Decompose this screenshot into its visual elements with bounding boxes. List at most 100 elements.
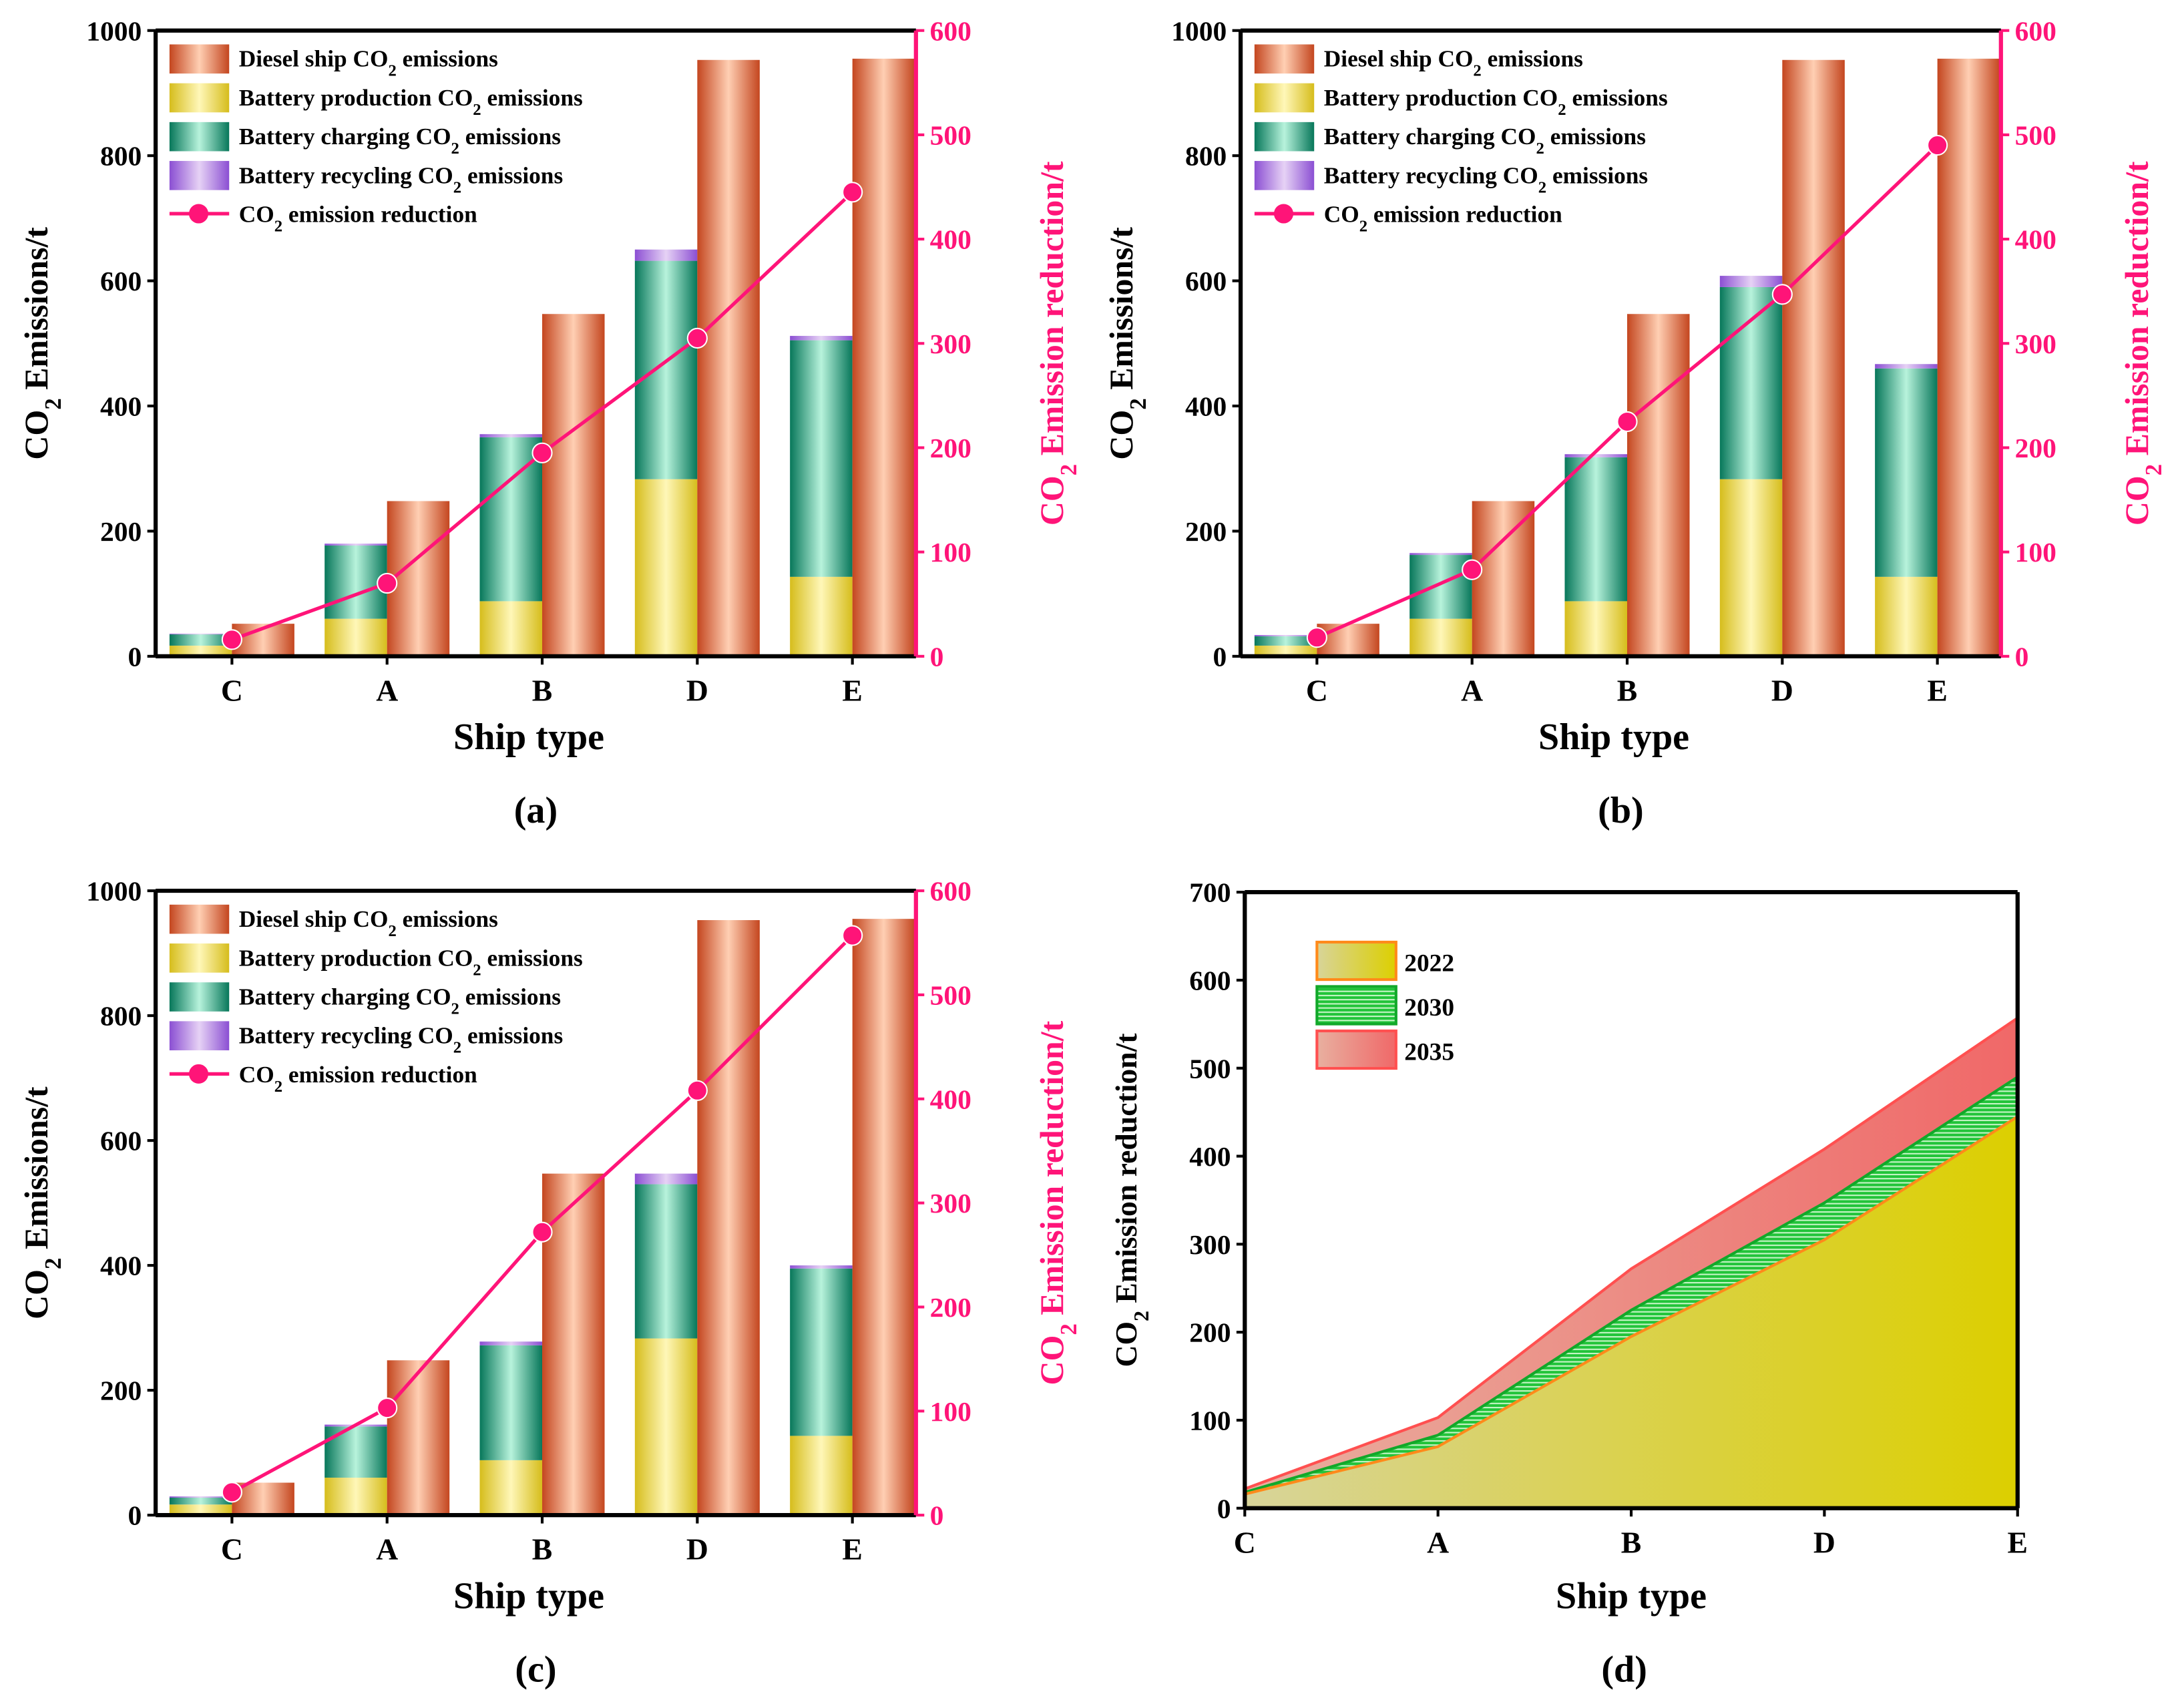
x-tick-label: C bbox=[1234, 1525, 1256, 1559]
x-tick-label: A bbox=[376, 1532, 398, 1566]
y-tick-label: 200 bbox=[1185, 516, 1227, 547]
battery-recycling-bar bbox=[324, 544, 387, 546]
diesel-bar bbox=[1472, 501, 1535, 656]
battery-production-bar bbox=[1254, 645, 1317, 656]
y2-tick-label: 300 bbox=[930, 1188, 971, 1219]
subscript: 2 bbox=[1536, 140, 1544, 158]
reduction-point bbox=[221, 629, 242, 650]
battery-charging-bar bbox=[324, 546, 387, 619]
subscript: 2 bbox=[388, 61, 396, 79]
reduction-point bbox=[1306, 627, 1327, 648]
legend-label: Diesel ship CO2 emissions bbox=[239, 906, 498, 940]
legend-marker bbox=[188, 204, 209, 224]
diesel-bar bbox=[697, 920, 760, 1516]
x-tick-label: E bbox=[842, 673, 862, 707]
battery-production-bar bbox=[479, 1460, 543, 1516]
subscript: 2 bbox=[473, 961, 481, 979]
reduction-point bbox=[531, 442, 553, 463]
y2-tick-label: 600 bbox=[930, 876, 971, 907]
reduction-point bbox=[842, 925, 863, 946]
y-tick-label: 600 bbox=[1185, 266, 1227, 296]
y2-tick-label: 200 bbox=[930, 433, 971, 463]
battery-production-bar bbox=[1719, 479, 1783, 656]
legend-label: Battery recycling CO2 emissions bbox=[239, 162, 563, 196]
x-tick-label: A bbox=[1427, 1525, 1449, 1559]
x-tick-label: E bbox=[2008, 1525, 2028, 1559]
subscript: 2 bbox=[388, 922, 396, 940]
battery-charging-bar bbox=[634, 260, 698, 479]
x-tick-label: B bbox=[532, 673, 552, 707]
reduction-point bbox=[531, 1221, 553, 1243]
y-tick-label: 0 bbox=[1213, 641, 1227, 672]
subscript: 2 bbox=[451, 1000, 459, 1018]
legend-swatch bbox=[1254, 44, 1315, 74]
legend-label: Diesel ship CO2 emissions bbox=[1324, 46, 1583, 80]
x-tick-label: B bbox=[532, 1532, 552, 1566]
battery-charging-bar bbox=[324, 1426, 387, 1478]
diesel-bar bbox=[697, 59, 760, 656]
subscript: 2 bbox=[453, 1038, 461, 1056]
battery-charging-bar bbox=[1875, 368, 1938, 577]
legend-label: CO2 emission reduction bbox=[1324, 201, 1562, 235]
reduction-point bbox=[377, 572, 398, 594]
x-tick-label: C bbox=[221, 1532, 243, 1566]
battery-production-bar bbox=[634, 1338, 698, 1516]
legend-swatch bbox=[1315, 985, 1397, 1026]
y-tick-label: 600 bbox=[1189, 965, 1231, 996]
x-axis-title: Ship type bbox=[1556, 1575, 1707, 1617]
x-tick-label: D bbox=[686, 1532, 708, 1566]
x-axis-title: Ship type bbox=[453, 1575, 604, 1617]
battery-recycling-bar bbox=[1719, 276, 1783, 287]
battery-charging-bar bbox=[1409, 555, 1472, 619]
y2-tick-label: 400 bbox=[2015, 224, 2056, 255]
battery-production-bar bbox=[169, 1504, 232, 1516]
y-tick-label: 800 bbox=[100, 141, 142, 172]
legend-swatch bbox=[169, 904, 230, 934]
reduction-point bbox=[1462, 559, 1483, 580]
y2-tick-label: 600 bbox=[2015, 15, 2056, 46]
y2-tick-label: 300 bbox=[2015, 329, 2056, 359]
reduction-point bbox=[686, 1080, 708, 1101]
legend-swatch bbox=[169, 982, 230, 1012]
battery-recycling-bar bbox=[1254, 635, 1317, 636]
subscript: 2 bbox=[2141, 464, 2167, 475]
chart-panel-d: 0 100 200 300 400 500 600 700 C A B D E Ship type CO2 … bbox=[1109, 877, 2028, 1691]
legend-label: Battery production CO2 emissions bbox=[1324, 85, 1668, 118]
chart-panel-b: C A B D E 0 200 400 600 800 1000 0 100 200 300 400 500 60… bbox=[1103, 15, 2167, 831]
subscript: 2 bbox=[451, 140, 459, 158]
x-tick-label: A bbox=[376, 673, 398, 707]
y-tick-label: 500 bbox=[1189, 1053, 1231, 1084]
chart-panel-a: C A B D E 0 200 400 600 800 1000 0 100 200 300 400 500 60… bbox=[18, 15, 1082, 831]
legend-label: 2030 bbox=[1404, 994, 1454, 1022]
y2-tick-label: 500 bbox=[930, 120, 971, 150]
legend-swatch bbox=[1315, 940, 1397, 982]
y2-tick-label: 500 bbox=[2015, 120, 2056, 150]
legend-label: 2035 bbox=[1404, 1039, 1454, 1066]
y-axis-title: CO2 Emission reduction/t bbox=[1109, 1033, 1153, 1367]
y-tick-label: 800 bbox=[100, 1001, 142, 1032]
legend-label: Battery charging CO2 emissions bbox=[1324, 124, 1646, 158]
subscript: 2 bbox=[1129, 1311, 1153, 1321]
legend-marker bbox=[1273, 204, 1294, 224]
panel-label: (b) bbox=[1598, 790, 1644, 831]
battery-recycling-bar bbox=[479, 434, 543, 437]
reduction-point bbox=[842, 182, 863, 203]
reduction-point bbox=[377, 1398, 398, 1419]
battery-recycling-bar bbox=[479, 1341, 543, 1345]
battery-charging-bar bbox=[169, 634, 232, 646]
y-tick-label: 100 bbox=[1189, 1406, 1231, 1436]
legend-swatch bbox=[1315, 1029, 1397, 1070]
y2-tick-label: 600 bbox=[930, 15, 971, 46]
subscript: 2 bbox=[274, 217, 282, 235]
y2-tick-label: 300 bbox=[930, 329, 971, 359]
legend-label: Battery charging CO2 emissions bbox=[239, 984, 561, 1018]
x-tick-label: E bbox=[1927, 673, 1947, 707]
y2-tick-label: 0 bbox=[930, 1500, 944, 1531]
diesel-bar bbox=[852, 58, 915, 656]
legend-label: Battery recycling CO2 emissions bbox=[239, 1023, 563, 1057]
x-axis-title: Ship type bbox=[1538, 716, 1689, 758]
y-tick-label: 300 bbox=[1189, 1229, 1231, 1260]
legend-label: Battery charging CO2 emissions bbox=[239, 124, 561, 158]
subscript: 2 bbox=[1056, 464, 1082, 475]
